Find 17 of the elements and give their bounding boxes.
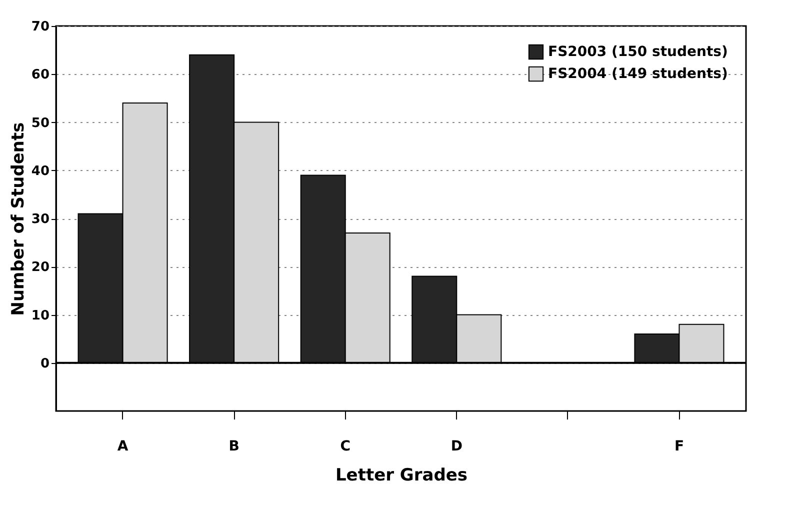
- y-tick-label: 0: [40, 356, 50, 372]
- x-axis-title: Letter Grades: [335, 466, 468, 486]
- x-tick-label: C: [340, 438, 350, 454]
- x-tick-label: F: [674, 438, 684, 454]
- y-tick-label: 50: [31, 116, 50, 131]
- y-tick-label: 20: [31, 260, 50, 276]
- y-tick-label: 70: [31, 20, 50, 34]
- x-tick-label: A: [117, 438, 128, 454]
- x-tick-label: B: [228, 438, 240, 454]
- y-tick-label: 10: [31, 308, 50, 324]
- legend-label: FS2004 (149 students): [548, 66, 728, 82]
- y-tick-label: 40: [31, 164, 50, 179]
- x-tick-label: D: [450, 438, 462, 454]
- y-tick-label: 60: [31, 68, 50, 83]
- legend-label: FS2003 (150 students): [548, 44, 728, 60]
- y-tick-label: 30: [31, 212, 50, 227]
- y-axis-title: Number of Students: [8, 122, 28, 316]
